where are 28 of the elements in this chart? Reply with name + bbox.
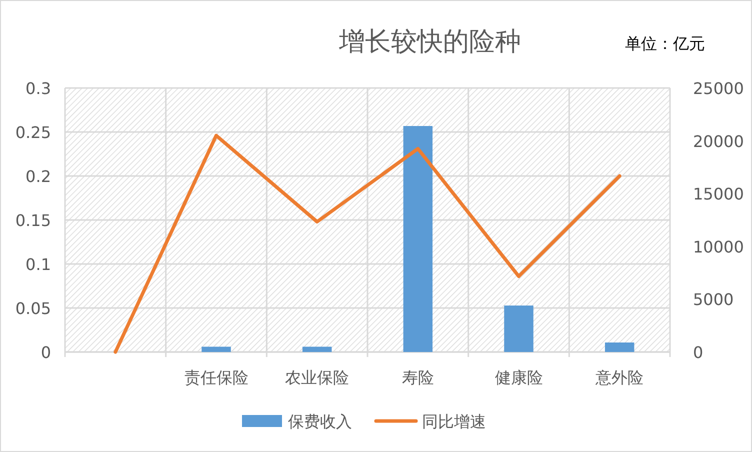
x-tick-label: 农业保险 — [285, 368, 350, 387]
y-tick-label: 0.25 — [15, 123, 51, 142]
bar — [604, 342, 634, 352]
text: 单位：亿元 — [625, 34, 705, 53]
bar — [403, 126, 433, 352]
x-tick-label: 责任保险 — [184, 368, 248, 387]
bar — [202, 346, 231, 352]
chart-title: 增长较快的险种 — [338, 27, 521, 57]
y-tick-label: 0.1 — [26, 255, 51, 274]
y-tick-label: 0.05 — [15, 299, 51, 318]
y-tick-label: 0 — [40, 343, 51, 362]
legend-label: 同比增速 — [422, 412, 486, 431]
x-tick-label: 寿险 — [402, 368, 434, 387]
line-series — [114, 134, 622, 354]
y2-tick-label: 15000 — [693, 184, 744, 204]
y2-tick-label: 20000 — [693, 132, 744, 151]
legend-label: 保费收入 — [288, 412, 352, 431]
bar — [504, 306, 534, 352]
y-tick-label: 0.15 — [15, 211, 51, 230]
y-tick-label: 0.2 — [26, 167, 51, 186]
y2-tick-label: 5000 — [693, 290, 734, 310]
y-tick-label: 0.3 — [26, 79, 51, 98]
y2-tick-label: 0 — [693, 343, 704, 362]
x-tick-label: 意外险 — [594, 368, 644, 387]
y2-tick-label: 25000 — [693, 79, 744, 98]
y2-tick-label: 10000 — [693, 237, 744, 256]
x-tick-label: 健康险 — [494, 368, 543, 387]
bar — [302, 346, 332, 352]
